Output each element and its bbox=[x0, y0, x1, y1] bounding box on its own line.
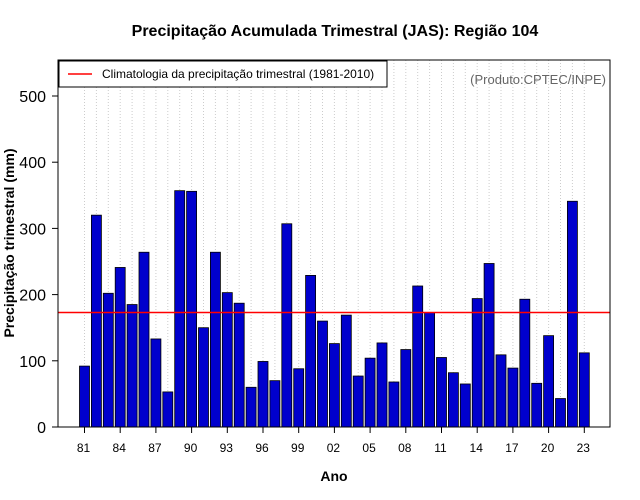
y-tick-label: 300 bbox=[19, 221, 46, 238]
x-tick-label: 84 bbox=[113, 441, 127, 455]
legend: Climatologia da precipitação trimestral … bbox=[58, 60, 388, 88]
x-tick-label: 90 bbox=[184, 441, 198, 455]
bar-2022 bbox=[567, 200, 578, 428]
x-tick-label: 96 bbox=[255, 441, 269, 455]
y-axis-label: Precipitação trimestral (mm) bbox=[1, 148, 17, 337]
bar-1988 bbox=[162, 391, 174, 428]
x-tick-label: 99 bbox=[291, 441, 305, 455]
y-tick-label: 500 bbox=[19, 89, 46, 106]
bar-2012 bbox=[447, 372, 459, 428]
bar-2001 bbox=[317, 320, 328, 428]
bars bbox=[79, 190, 590, 428]
bar-2021 bbox=[555, 398, 566, 428]
bar-1983 bbox=[102, 292, 114, 428]
bar-2011 bbox=[436, 357, 447, 428]
bar-2016 bbox=[495, 354, 507, 428]
y-tick-label: 100 bbox=[19, 354, 46, 371]
x-tick-label: 02 bbox=[327, 441, 341, 455]
y-tick-label: 200 bbox=[19, 288, 46, 305]
bar-2007 bbox=[388, 381, 400, 428]
bar-2023 bbox=[578, 352, 590, 428]
y-axis: 0 100 200 300 400 500 bbox=[19, 89, 58, 437]
bar-2003 bbox=[340, 314, 352, 428]
bar-1990 bbox=[186, 190, 198, 428]
bar-1991 bbox=[198, 327, 209, 428]
bar-2005 bbox=[364, 357, 376, 428]
bar-2004 bbox=[352, 375, 364, 428]
x-axis-label: Ano bbox=[320, 468, 347, 484]
bar-2000 bbox=[305, 275, 317, 428]
x-tick-label: 93 bbox=[220, 441, 234, 455]
x-tick-label: 23 bbox=[577, 441, 591, 455]
x-tick-label: 81 bbox=[77, 441, 91, 455]
bar-1999 bbox=[293, 368, 305, 428]
bar-1985 bbox=[126, 304, 138, 428]
chart-title: Precipitação Acumulada Trimestral (JAS):… bbox=[132, 23, 539, 40]
x-tick-label: 17 bbox=[505, 441, 519, 455]
bar-2017 bbox=[507, 367, 519, 428]
bar-1997 bbox=[269, 380, 281, 428]
bar-2020 bbox=[543, 335, 554, 428]
bar-1986 bbox=[138, 251, 150, 428]
bar-1996 bbox=[257, 361, 269, 428]
bar-1989 bbox=[174, 190, 186, 428]
x-axis: 81 84 87 90 93 96 99 02 05 08 11 14 17 20 23 bbox=[77, 427, 590, 455]
bar-1994 bbox=[233, 302, 245, 428]
x-tick-label: 20 bbox=[541, 441, 555, 455]
bar-1981 bbox=[79, 365, 90, 428]
x-tick-label: 87 bbox=[148, 441, 162, 455]
bar-2008 bbox=[400, 349, 412, 428]
legend-label: Climatologia da precipitação trimestral … bbox=[102, 67, 374, 81]
bar-2019 bbox=[531, 382, 543, 428]
credit-text: (Produto:CPTEC/INPE) bbox=[470, 72, 606, 87]
bar-1984 bbox=[114, 267, 126, 428]
bar-1982 bbox=[91, 214, 102, 428]
bar-2009 bbox=[412, 285, 424, 428]
bar-2010 bbox=[424, 312, 436, 428]
legend-box bbox=[58, 60, 388, 88]
y-tick-label: 0 bbox=[37, 420, 46, 437]
bar-1992 bbox=[209, 251, 221, 428]
bar-1987 bbox=[150, 338, 162, 428]
bar-2002 bbox=[328, 343, 340, 428]
bar-1998 bbox=[281, 223, 293, 428]
x-tick-label: 11 bbox=[434, 441, 447, 455]
bar-2013 bbox=[459, 383, 471, 428]
y-tick-label: 400 bbox=[19, 155, 46, 172]
bar-2018 bbox=[519, 298, 531, 428]
bar-2006 bbox=[376, 342, 388, 428]
x-tick-label: 08 bbox=[398, 441, 412, 455]
x-tick-label: 14 bbox=[470, 441, 484, 455]
bar-2014 bbox=[471, 298, 483, 428]
bar-2015 bbox=[483, 263, 495, 428]
bar-1995 bbox=[245, 386, 257, 428]
x-tick-label: 05 bbox=[362, 441, 376, 455]
